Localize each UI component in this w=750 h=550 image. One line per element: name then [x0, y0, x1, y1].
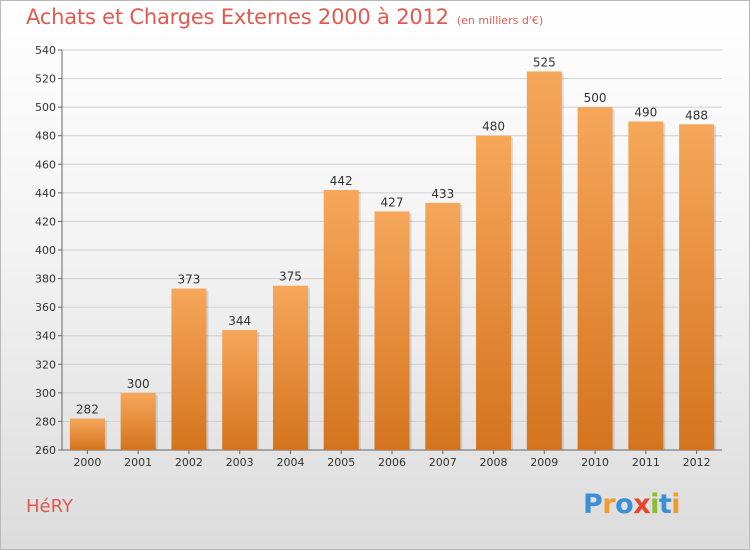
bar-value-label: 488	[685, 108, 708, 122]
x-tick-label: 2012	[683, 456, 711, 469]
y-tick-label: 380	[35, 273, 56, 286]
title-text: Achats et Charges Externes 2000 à 2012	[26, 5, 449, 29]
bar-value-label: 500	[584, 91, 607, 105]
x-tick-label: 2010	[581, 456, 609, 469]
x-tick-label: 2006	[378, 456, 406, 469]
bar-value-label: 480	[482, 120, 505, 134]
x-tick-label: 2009	[530, 456, 558, 469]
y-tick-label: 480	[35, 130, 56, 143]
y-tick-label: 440	[35, 187, 56, 200]
chart-subtitle: (en milliers d'€)	[456, 14, 544, 27]
data-labels: 282 300 373 344 375 442 427 433 480 525 500 490 488	[76, 55, 708, 416]
y-tick-label: 500	[35, 101, 56, 114]
x-tick-label: 2000	[73, 456, 101, 469]
bar	[679, 124, 715, 451]
bar-value-label: 525	[533, 55, 556, 69]
y-tick-label: 460	[35, 158, 56, 171]
axes: 260 280 300 320 340 360 380 400 420 440 460 480 500 5…	[35, 44, 722, 469]
bar	[476, 135, 512, 450]
bars	[69, 71, 717, 451]
bar-value-label: 490	[634, 105, 657, 119]
bar-value-label: 442	[330, 174, 353, 188]
bar	[272, 285, 308, 450]
bar-value-label: 344	[228, 314, 251, 328]
bar	[628, 121, 664, 450]
x-tick-label: 2007	[429, 456, 457, 469]
logo-letter: P	[583, 489, 603, 520]
x-tick-label: 2004	[276, 456, 304, 469]
bar	[69, 418, 105, 450]
x-tick-label: 2003	[226, 456, 254, 469]
bar-value-label: 433	[431, 187, 454, 201]
y-tick-label: 540	[35, 44, 56, 57]
y-tick-label: 300	[35, 387, 56, 400]
bar	[425, 202, 461, 450]
bar	[120, 392, 156, 450]
y-tick-label: 260	[35, 444, 56, 457]
commune-name: HéRY	[26, 496, 73, 517]
logo-letter: t	[658, 489, 672, 520]
bar	[171, 288, 207, 450]
x-tick-label: 2001	[124, 456, 152, 469]
logo-letter: x	[633, 489, 651, 520]
chart-title: Achats et Charges Externes 2000 à 2012 (e…	[26, 5, 543, 29]
x-tick-label: 2002	[175, 456, 203, 469]
logo-letter: i	[671, 489, 681, 520]
bar	[577, 107, 613, 451]
y-tick-label: 400	[35, 244, 56, 257]
bar-value-label: 427	[381, 195, 404, 209]
logo-letter: r	[602, 489, 616, 520]
logo-letter: i	[650, 489, 659, 520]
bar-value-label: 282	[76, 403, 99, 417]
bar-value-label: 300	[127, 377, 150, 391]
x-tick-label: 2005	[327, 456, 355, 469]
x-tick-label: 2008	[480, 456, 508, 469]
proxiti-logo[interactable]: Proxiti	[583, 489, 681, 520]
bar	[222, 330, 258, 450]
y-tick-label: 360	[35, 301, 56, 314]
bar	[526, 71, 562, 450]
x-tick-label: 2011	[632, 456, 660, 469]
bar-value-label: 375	[279, 270, 302, 284]
y-tick-label: 280	[35, 415, 56, 428]
bar-value-label: 373	[177, 273, 200, 287]
bar	[374, 211, 410, 450]
y-tick-label: 320	[35, 358, 56, 371]
y-tick-label: 420	[35, 215, 56, 228]
y-tick-label: 520	[35, 73, 56, 86]
bar	[323, 190, 359, 450]
y-tick-label: 340	[35, 330, 56, 343]
logo-letter: o	[615, 489, 634, 520]
